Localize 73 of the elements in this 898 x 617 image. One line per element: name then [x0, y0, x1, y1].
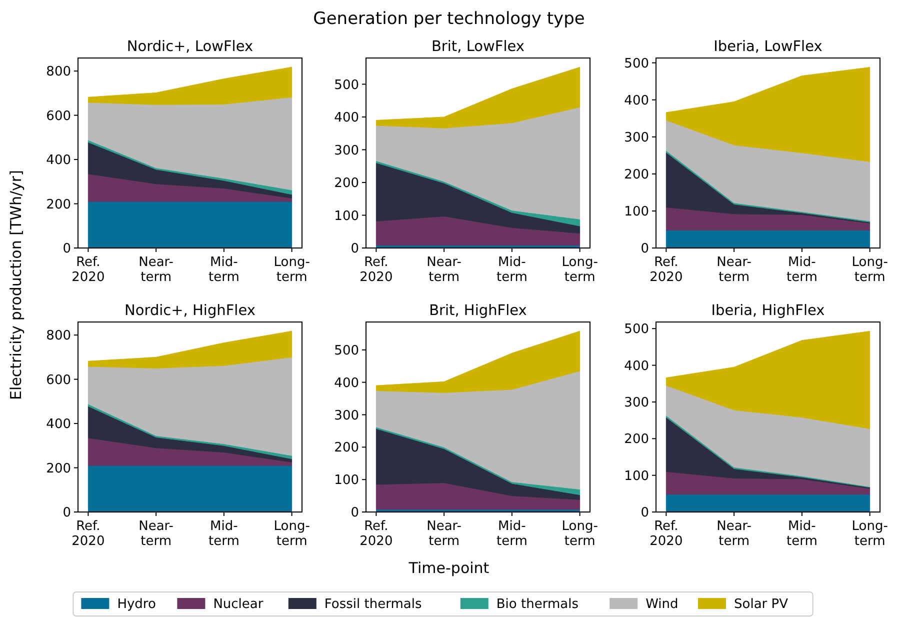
x-tick-label: Long- term: [562, 255, 598, 285]
y-tick-label: 0: [350, 242, 359, 257]
y-tick-label: 300: [334, 408, 359, 424]
y-tick-label: 200: [624, 432, 649, 448]
y-tick-label: 100: [334, 473, 359, 488]
y-tick-label: 200: [334, 176, 359, 192]
y-tick-label: 600: [46, 108, 71, 124]
y-tick-label: 0: [640, 506, 649, 521]
y-tick-label: 400: [46, 417, 71, 432]
x-tick-label: Long- term: [852, 255, 888, 285]
y-tick-label: 0: [640, 242, 649, 257]
y-tick-label: 500: [624, 56, 649, 72]
y-tick-label: 100: [624, 204, 649, 220]
x-tick-label: Mid- term: [786, 519, 818, 549]
x-tick-label: Long- term: [274, 519, 310, 549]
x-tick-label: Near- term: [426, 255, 462, 285]
x-tick-label: Near- term: [138, 519, 174, 549]
y-tick-label: 100: [334, 208, 359, 224]
y-tick-label: 0: [62, 506, 71, 521]
x-tick-label: Mid- term: [786, 255, 818, 285]
y-tick-label: 100: [624, 468, 649, 484]
chart-title: Iberia, HighFlex: [711, 303, 826, 319]
x-tick-label: Long- term: [274, 255, 310, 285]
y-tick-label: 800: [46, 328, 71, 344]
x-tick-label: Near- term: [138, 255, 174, 285]
y-tick-label: 200: [46, 197, 71, 212]
x-axis-title: Time-point: [408, 559, 490, 577]
y-tick-label: 300: [624, 130, 649, 146]
y-axis-title: Electricity production [TWh/yr]: [7, 170, 25, 400]
text: Generation per technology type: [313, 9, 585, 29]
chart-title: Nordic+, LowFlex: [126, 39, 254, 55]
legend-label: Solar PV: [734, 597, 788, 612]
y-tick-label: 400: [624, 93, 649, 108]
x-tick-label: Mid- term: [496, 519, 528, 549]
legend-label: Wind: [646, 597, 678, 612]
legend-label: Nuclear: [213, 597, 264, 612]
x-tick-label: Long- term: [562, 519, 598, 549]
y-tick-label: 200: [46, 461, 71, 476]
x-tick-label: Near- term: [426, 519, 462, 549]
y-tick-label: 300: [334, 143, 359, 158]
y-tick-label: 400: [334, 110, 359, 126]
y-tick-label: 800: [46, 64, 71, 80]
x-tick-label: Mid- term: [208, 255, 240, 285]
y-tick-label: 400: [334, 376, 359, 391]
y-tick-label: 600: [46, 372, 71, 388]
chart-title: Iberia, LowFlex: [714, 39, 823, 55]
y-tick-label: 500: [334, 343, 359, 358]
y-tick-label: 0: [350, 506, 359, 521]
x-tick-label: Near- term: [716, 255, 752, 285]
y-tick-label: 200: [624, 167, 649, 182]
legend-label: Hydro: [117, 597, 156, 612]
chart-title: Brit, HighFlex: [429, 303, 528, 319]
y-tick-label: 200: [334, 440, 359, 456]
x-tick-label: Ref. 2020: [360, 255, 393, 285]
x-tick-label: Mid- term: [208, 519, 240, 549]
legend-label: Bio thermals: [496, 597, 579, 612]
legend-label: Fossil thermals: [324, 597, 422, 612]
x-tick-label: Long- term: [852, 519, 888, 549]
x-tick-label: Ref. 2020: [72, 519, 105, 549]
y-tick-label: 400: [624, 358, 649, 374]
x-tick-label: Ref. 2020: [360, 519, 393, 549]
y-tick-label: 400: [46, 153, 71, 168]
x-tick-label: Ref. 2020: [72, 255, 105, 285]
x-tick-label: Ref. 2020: [650, 519, 683, 549]
x-tick-label: Ref. 2020: [650, 255, 683, 285]
y-tick-label: 300: [624, 396, 649, 411]
y-tick-label: 0: [62, 242, 71, 257]
y-tick-label: 500: [334, 78, 359, 93]
chart-title: Nordic+, HighFlex: [124, 303, 256, 319]
x-tick-label: Mid- term: [496, 255, 528, 285]
chart-title: Brit, LowFlex: [431, 39, 525, 55]
x-tick-label: Near- term: [716, 519, 752, 549]
y-tick-label: 500: [624, 322, 649, 338]
